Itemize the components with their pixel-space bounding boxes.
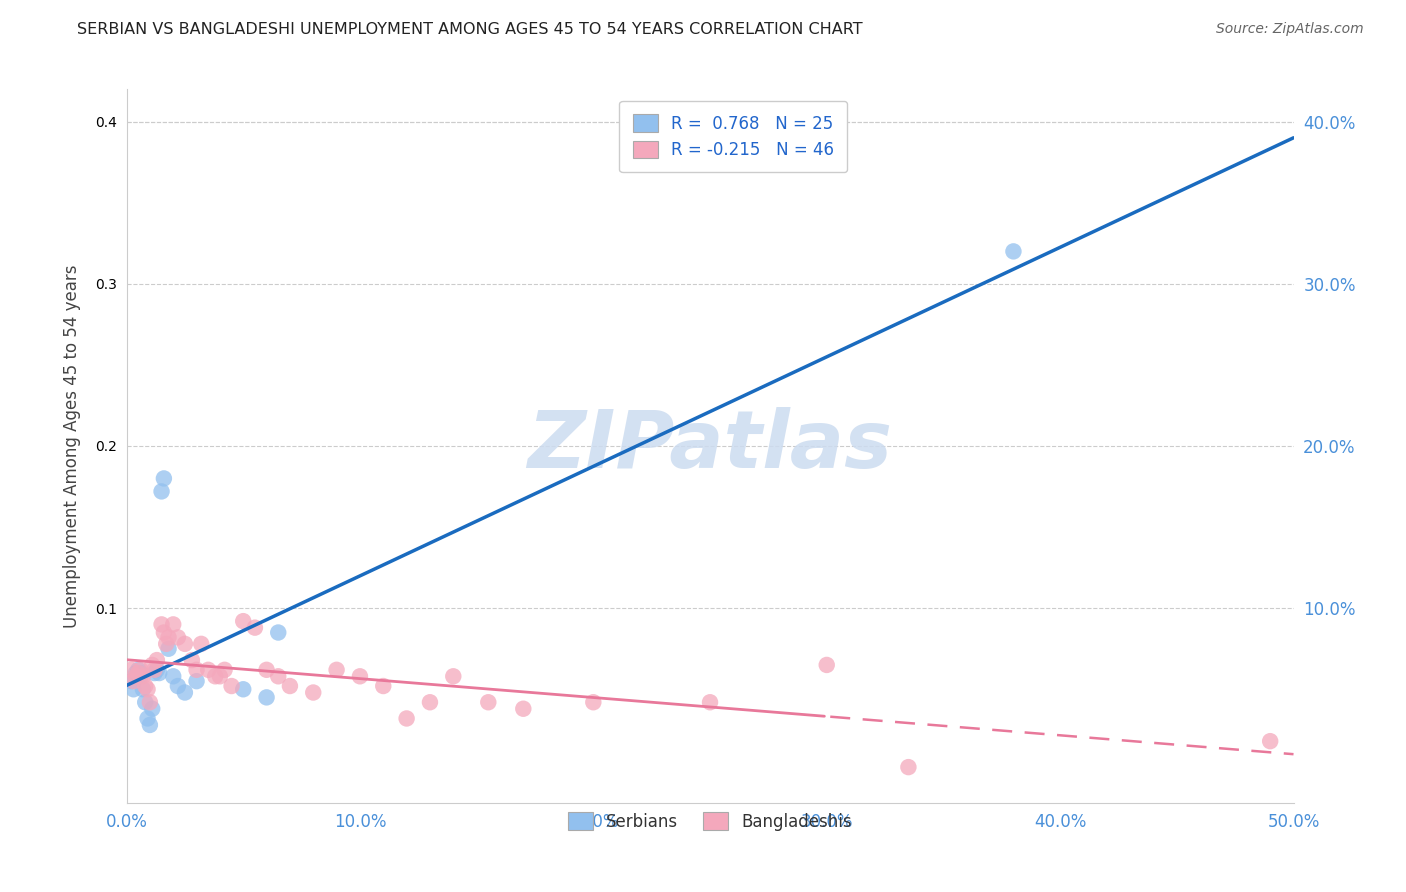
- Point: [162, 617, 184, 632]
- Point: [256, 690, 278, 705]
- Text: SERBIAN VS BANGLADESHI UNEMPLOYMENT AMONG AGES 45 TO 54 YEARS CORRELATION CHART: SERBIAN VS BANGLADESHI UNEMPLOYMENT AMON…: [77, 22, 863, 37]
- Point: [146, 653, 169, 667]
- Point: [157, 641, 180, 656]
- Point: [139, 718, 162, 732]
- Point: [699, 695, 721, 709]
- Point: [157, 631, 180, 645]
- Point: [139, 695, 162, 709]
- Point: [146, 663, 169, 677]
- Point: [243, 621, 266, 635]
- Point: [419, 695, 441, 709]
- Point: [129, 669, 152, 683]
- Point: [214, 663, 236, 677]
- Point: [136, 711, 159, 725]
- Point: [441, 669, 464, 683]
- Point: [174, 685, 197, 699]
- Point: [186, 674, 208, 689]
- Point: [197, 663, 219, 677]
- Point: [373, 679, 395, 693]
- Point: [208, 669, 231, 683]
- Legend: Serbians, Bangladeshis: Serbians, Bangladeshis: [561, 805, 859, 838]
- Point: [278, 679, 301, 693]
- Point: [129, 663, 152, 677]
- Point: [174, 637, 197, 651]
- Point: [897, 760, 920, 774]
- Point: [132, 669, 155, 683]
- Point: [190, 637, 212, 651]
- Point: [221, 679, 243, 693]
- Point: [349, 669, 371, 683]
- Point: [141, 657, 163, 672]
- Point: [132, 682, 155, 697]
- Point: [395, 711, 418, 725]
- Point: [148, 666, 170, 681]
- Point: [162, 669, 184, 683]
- Point: [582, 695, 605, 709]
- Point: [232, 614, 254, 628]
- Point: [477, 695, 499, 709]
- Point: [267, 669, 290, 683]
- Point: [122, 682, 145, 697]
- Point: [141, 702, 163, 716]
- Point: [125, 669, 148, 683]
- Point: [256, 663, 278, 677]
- Point: [232, 682, 254, 697]
- Point: [129, 666, 152, 681]
- Point: [815, 657, 838, 672]
- Point: [302, 685, 325, 699]
- Point: [167, 679, 190, 693]
- Point: [150, 484, 173, 499]
- Point: [180, 653, 202, 667]
- Point: [134, 695, 156, 709]
- Point: [1002, 244, 1025, 259]
- Point: [122, 674, 145, 689]
- Point: [153, 471, 176, 485]
- Point: [125, 666, 148, 681]
- Text: ZIPatlas: ZIPatlas: [527, 407, 893, 485]
- Y-axis label: Unemployment Among Ages 45 to 54 years: Unemployment Among Ages 45 to 54 years: [63, 264, 82, 628]
- Point: [512, 702, 534, 716]
- Point: [120, 663, 142, 677]
- Text: Source: ZipAtlas.com: Source: ZipAtlas.com: [1216, 22, 1364, 37]
- Point: [155, 637, 177, 651]
- Point: [143, 666, 166, 681]
- Point: [127, 663, 149, 677]
- Point: [143, 663, 166, 677]
- Point: [167, 631, 190, 645]
- Point: [204, 669, 226, 683]
- Point: [120, 674, 142, 689]
- Point: [267, 625, 290, 640]
- Point: [134, 679, 156, 693]
- Point: [325, 663, 347, 677]
- Point: [1258, 734, 1281, 748]
- Point: [127, 666, 149, 681]
- Point: [136, 682, 159, 697]
- Point: [153, 625, 176, 640]
- Point: [150, 617, 173, 632]
- Point: [186, 663, 208, 677]
